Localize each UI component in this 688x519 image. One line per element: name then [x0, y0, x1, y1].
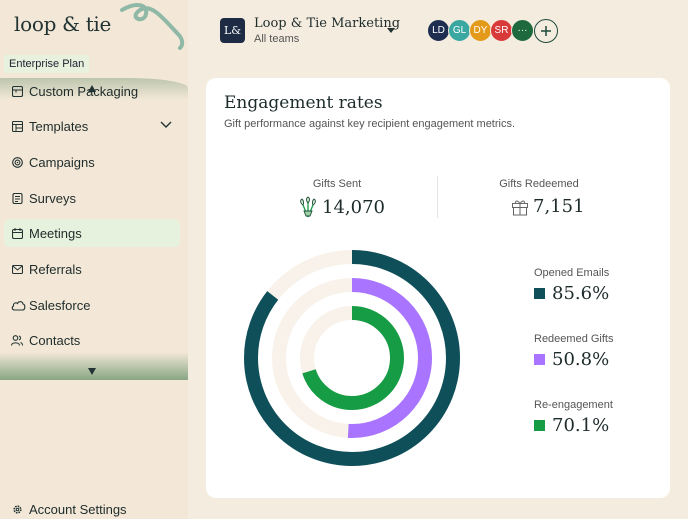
envelope-icon [11, 263, 23, 275]
legend-value: 85.6% [552, 283, 610, 304]
card-title: Engagement rates [224, 93, 383, 113]
legend-swatch [534, 420, 545, 431]
gear-icon [11, 503, 23, 515]
calendar-icon [11, 227, 23, 239]
sidebar-item-label: Referrals [29, 261, 82, 277]
sidebar-item-label: Salesforce [29, 297, 91, 313]
engagement-card: Engagement rates Gift performance agains… [206, 78, 670, 498]
gift-box-icon [512, 200, 528, 215]
stat-divider [437, 176, 438, 218]
add-member-button[interactable] [534, 19, 558, 43]
legend-value: 50.8% [552, 349, 610, 370]
ring-redeemed-gifts[interactable] [272, 278, 432, 438]
sidebar-item-templates[interactable]: Templates [4, 112, 180, 140]
sidebar-item-contacts[interactable]: Contacts [4, 326, 180, 354]
sidebar-item-campaigns[interactable]: Campaigns [4, 148, 180, 176]
templates-icon [11, 120, 23, 132]
engagement-rings-chart [244, 250, 460, 466]
gifts-sent-label: Gifts Sent [312, 178, 362, 190]
chevron-down-icon[interactable] [160, 121, 172, 129]
team-avatars: LD GL DY SR ··· [427, 19, 558, 43]
legend-label-opened-emails: Opened Emails [534, 267, 610, 279]
sidebar: loop & tie Enterprise Plan Custom Packag… [0, 0, 188, 519]
target-icon [11, 156, 23, 168]
ring-re-engagement[interactable] [300, 306, 404, 410]
org-name[interactable]: Loop & Tie Marketing [254, 16, 401, 31]
plan-badge: Enterprise Plan [4, 55, 90, 73]
sidebar-item-label: Surveys [29, 190, 76, 206]
sidebar-item-label: Templates [29, 118, 89, 134]
scroll-up-icon[interactable] [88, 85, 96, 92]
avatar[interactable]: SR [490, 19, 513, 42]
sidebar-item-surveys[interactable]: Surveys [4, 184, 180, 212]
card-subtitle: Gift performance against key recipient e… [224, 118, 516, 130]
gifts-redeemed-label: Gifts Redeemed [499, 178, 579, 190]
team-selector[interactable]: All teams [254, 33, 300, 45]
sidebar-item-custom-packaging[interactable]: Custom Packaging [4, 77, 180, 105]
sidebar-item-meetings[interactable]: Meetings [4, 219, 180, 247]
legend-item-redeemed-gifts: 50.8% [534, 349, 609, 370]
survey-icon [11, 192, 23, 204]
legend-swatch [534, 354, 545, 365]
plus-icon [541, 26, 551, 36]
legend-label-redeemed-gifts: Redeemed Gifts [534, 333, 614, 345]
legend-item-re-engagement: 70.1% [534, 415, 609, 436]
gifts-sent-stat: 14,070 [297, 196, 385, 218]
legend-item-opened-emails: 85.6% [534, 283, 609, 304]
sidebar-item-referrals[interactable]: Referrals [4, 255, 180, 283]
sidebar-item-label: Contacts [29, 332, 81, 348]
logo[interactable]: loop & tie [14, 12, 112, 36]
gifts-sent-value: 14,070 [322, 196, 385, 218]
more-avatars-button[interactable]: ··· [511, 19, 534, 42]
ribbon-decoration-icon [120, 3, 185, 50]
legend-swatch [534, 288, 545, 299]
avatar[interactable]: GL [448, 19, 471, 42]
legend-label-re-engagement: Re-engagement [534, 399, 613, 411]
org-dropdown-icon[interactable] [387, 28, 395, 33]
scroll-down-icon[interactable] [88, 368, 96, 375]
gifts-redeemed-stat: 7,151 [511, 196, 585, 217]
sidebar-item-label: Campaigns [29, 154, 95, 170]
legend-value: 70.1% [552, 415, 610, 436]
sidebar-item-label: Meetings [29, 225, 82, 241]
ring-opened-emails[interactable] [244, 250, 460, 466]
gifts-redeemed-value: 7,151 [533, 196, 585, 217]
sidebar-item-account-settings[interactable]: Account Settings [4, 495, 180, 519]
avatar[interactable]: DY [469, 19, 492, 42]
sidebar-item-label: Account Settings [29, 501, 127, 517]
package-icon [11, 85, 23, 97]
scroll-fade-bottom [0, 352, 188, 380]
sidebar-item-label: Custom Packaging [29, 83, 139, 99]
avatar[interactable]: LD [427, 19, 450, 42]
cloud-icon [11, 299, 26, 311]
gift-bouquet-icon [300, 196, 316, 218]
sidebar-item-salesforce[interactable]: Salesforce [4, 291, 180, 319]
contacts-icon [11, 334, 23, 346]
org-badge[interactable]: L& [220, 18, 245, 43]
